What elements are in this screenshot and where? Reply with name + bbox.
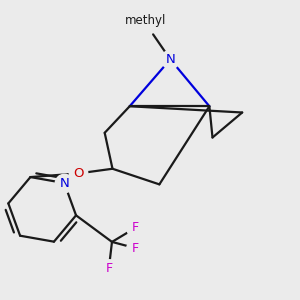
Text: F: F [105, 262, 112, 275]
Text: N: N [59, 176, 69, 190]
Text: F: F [132, 221, 139, 234]
Text: N: N [165, 53, 175, 66]
Text: O: O [73, 167, 83, 180]
Text: methyl: methyl [124, 14, 166, 27]
Text: F: F [132, 242, 139, 255]
